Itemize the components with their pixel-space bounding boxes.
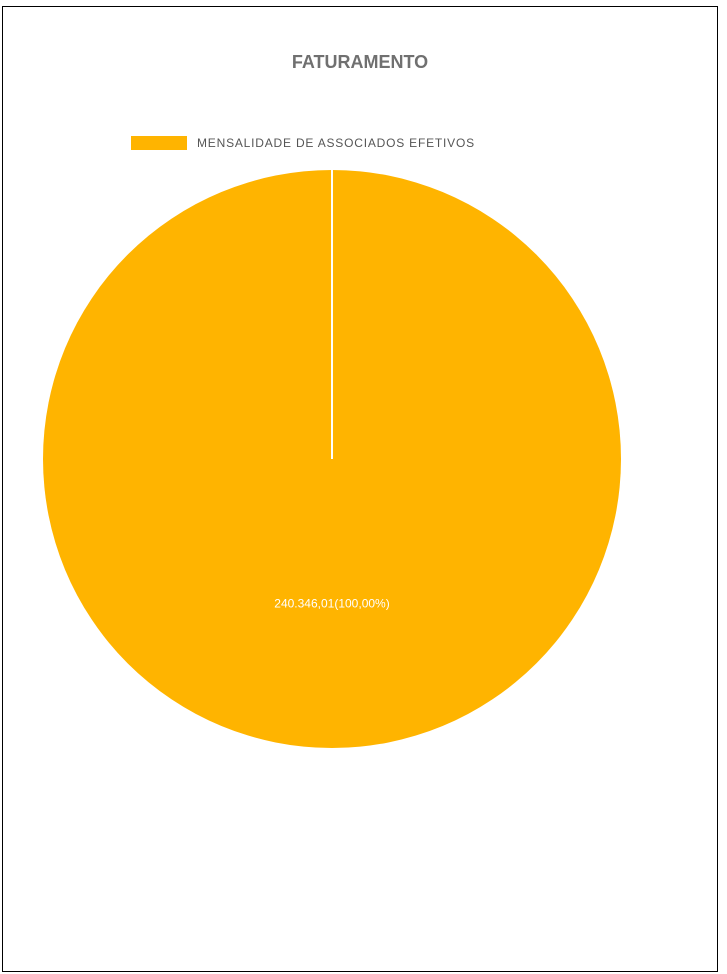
legend-swatch bbox=[131, 136, 187, 150]
pie-slices: 240.346,01(100,00%) bbox=[43, 170, 621, 748]
legend: MENSALIDADE DE ASSOCIADOS EFETIVOS bbox=[131, 136, 475, 150]
legend-label: MENSALIDADE DE ASSOCIADOS EFETIVOS bbox=[197, 136, 475, 150]
chart-title: FATURAMENTO bbox=[291, 52, 429, 72]
slice-data-label: 240.346,01(100,00%) bbox=[274, 597, 389, 611]
